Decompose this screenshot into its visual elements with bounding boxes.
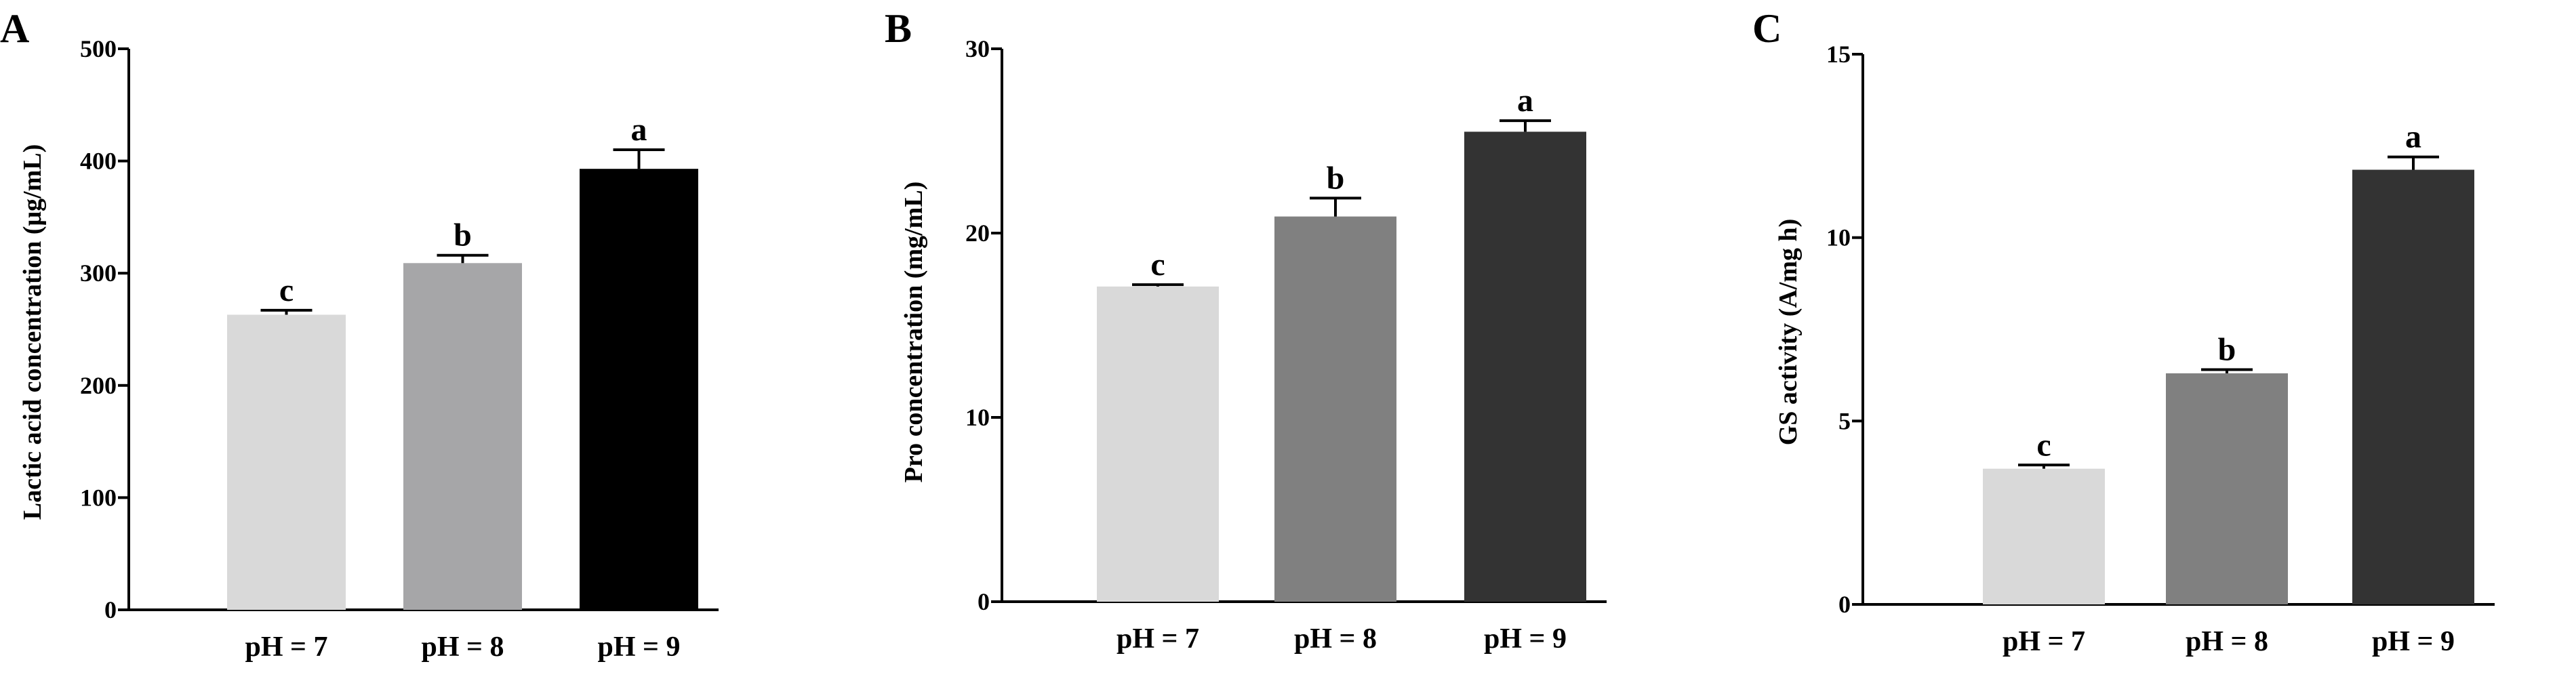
y-tick-label-a: 200 [80, 372, 117, 399]
bar-b-2 [1274, 216, 1396, 602]
panel-c: C GS activity (A/mg h) 0 5 10 15 c pH = 7 b pH … [1752, 6, 2495, 657]
significance-label-c-2: b [2218, 332, 2236, 368]
x-tick-label-a-3: pH = 9 [598, 632, 681, 663]
significance-label-c-1: c [2036, 427, 2051, 463]
panel-letter-c: C [1752, 6, 1782, 51]
x-tick-label-b-3: pH = 9 [1484, 623, 1567, 655]
y-axis-label-c: GS activity (A/mg h) [1774, 219, 1803, 446]
y-tick-label-b: 0 [978, 588, 990, 615]
plot-c: 0 5 10 15 c pH = 7 b pH = 8 a pH = 9 [1826, 41, 2495, 657]
y-tick-label-b: 30 [965, 35, 990, 62]
bar-b-1 [1097, 286, 1219, 602]
bar-a-1 [227, 314, 346, 610]
x-tick-label-a-1: pH = 7 [245, 632, 328, 663]
panel-letter-a: A [0, 6, 29, 51]
panel-a: A Lactic acid concentration (μg/mL) 0 100… [0, 6, 719, 663]
y-axis-label-a: Lactic acid concentration (μg/mL) [18, 144, 47, 520]
bar-a-2 [403, 263, 522, 610]
significance-label-a-1: c [279, 272, 294, 308]
y-tick-label-a: 300 [80, 260, 117, 287]
x-tick-label-a-2: pH = 8 [422, 632, 504, 663]
significance-label-c-3: a [2405, 119, 2421, 155]
bar-c-3 [2352, 169, 2474, 604]
y-tick-label-c: 15 [1826, 41, 1851, 68]
bar-c-1 [1983, 468, 2105, 604]
panel-letter-b: B [885, 6, 912, 51]
significance-label-a-3: a [631, 112, 647, 148]
bar-a-3 [580, 169, 698, 610]
x-tick-label-c-2: pH = 8 [2186, 626, 2268, 657]
y-tick-label-a: 100 [80, 484, 117, 511]
plot-a: 0 100 200 300 400 500 c pH = 7 b pH = 8 a pH = 9 [80, 35, 719, 663]
y-tick-label-b: 20 [965, 220, 990, 247]
x-tick-label-c-3: pH = 9 [2372, 626, 2455, 657]
y-tick-label-b: 10 [965, 404, 990, 431]
y-tick-label-c: 5 [1838, 407, 1851, 434]
y-tick-label-a: 0 [104, 596, 117, 623]
y-tick-label-c: 10 [1826, 224, 1851, 251]
significance-label-b-3: a [1517, 83, 1533, 119]
significance-label-b-2: b [1327, 160, 1345, 196]
bar-b-3 [1464, 131, 1586, 602]
y-tick-label-a: 500 [80, 35, 117, 62]
x-tick-label-c-1: pH = 7 [2003, 626, 2085, 657]
y-tick-label-c: 0 [1838, 591, 1851, 618]
significance-label-a-2: b [454, 218, 472, 253]
plot-b: 0 10 20 30 c pH = 7 b pH = 8 a pH = 9 [965, 35, 1607, 655]
x-tick-label-b-2: pH = 8 [1294, 623, 1377, 655]
y-tick-label-a: 400 [80, 148, 117, 175]
y-axis-label-b: Pro concentration (mg/mL) [900, 182, 928, 483]
significance-label-b-1: c [1150, 247, 1165, 283]
panel-b: B Pro concentration (mg/mL) 0 10 20 30 c pH =… [885, 6, 1607, 655]
bar-c-2 [2166, 373, 2288, 604]
x-tick-label-b-1: pH = 7 [1116, 623, 1199, 655]
